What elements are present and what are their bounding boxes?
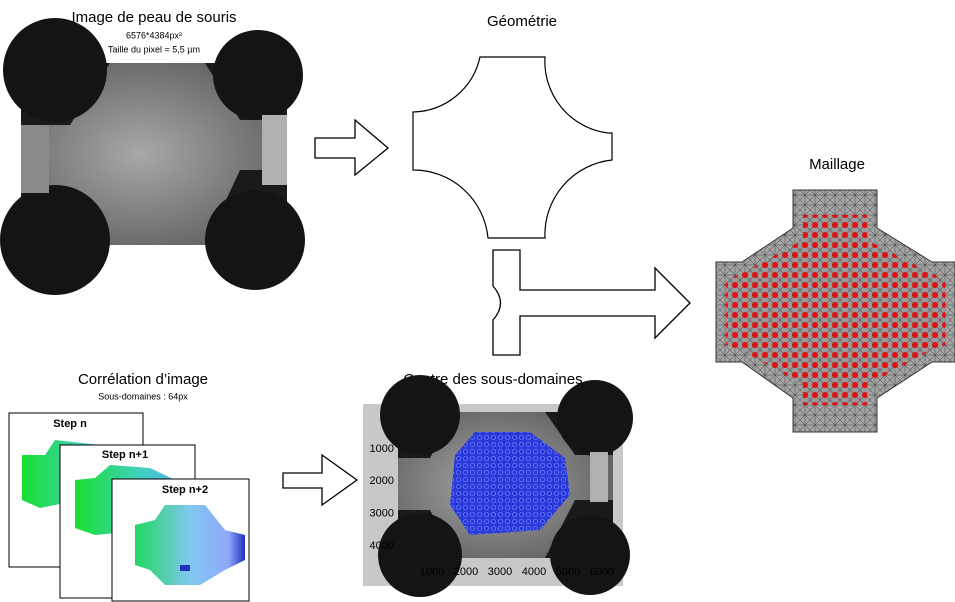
x-tick-label: 6000 <box>590 566 614 578</box>
y-tick-label: 3000 <box>370 508 394 520</box>
geometry-outline <box>412 56 613 239</box>
y-tick-label: 2000 <box>370 475 394 487</box>
centres-plot <box>378 375 633 597</box>
mesh-title: Maillage <box>809 156 865 173</box>
correlation-subtitle: Sous-domaines : 64px <box>98 391 188 401</box>
x-tick-label: 4000 <box>522 566 546 578</box>
correlation-title: Corrélation d’image <box>78 371 208 388</box>
centres-title: Centre des sous-domaines <box>403 371 582 388</box>
x-tick-label: 3000 <box>488 566 512 578</box>
step-label: Step n <box>53 418 87 430</box>
x-tick-label: 1000 <box>420 566 444 578</box>
image-pixel: Taille du pixel = 5,5 µm <box>108 44 200 54</box>
arrow <box>492 249 691 356</box>
skin-photo <box>0 18 305 295</box>
y-tick-label: 1000 <box>370 443 394 455</box>
image-title: Image de peau de souris <box>71 9 236 26</box>
arrow <box>282 453 359 507</box>
x-tick-label: 2000 <box>454 566 478 578</box>
arrow <box>314 118 390 177</box>
geometry-title: Géométrie <box>487 13 557 30</box>
y-tick-label: 4000 <box>370 540 394 552</box>
x-tick-label: 5000 <box>556 566 580 578</box>
step-label: Step n+1 <box>102 449 148 461</box>
step-card: Step n+2 <box>111 478 250 602</box>
mesh-nodes <box>726 215 945 405</box>
step-label: Step n+2 <box>162 484 208 496</box>
image-size: 6576*4384px² <box>126 30 182 40</box>
